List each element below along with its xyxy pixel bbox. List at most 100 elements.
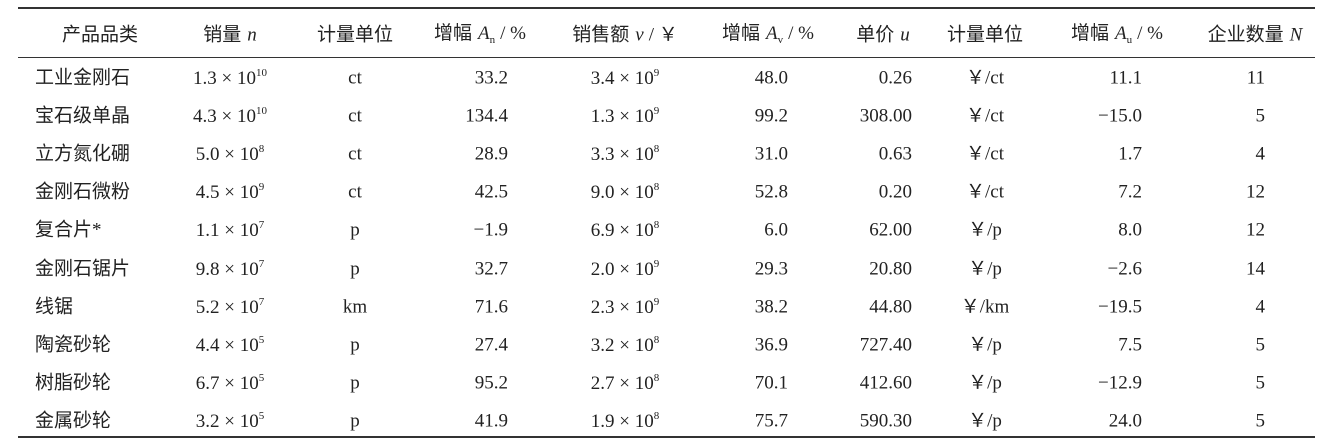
- header-cell: 单价 u: [856, 26, 910, 45]
- table-cell: 6.0: [764, 219, 788, 241]
- header-text: 增幅: [1071, 23, 1110, 44]
- mantissa: 6.9 × 10: [590, 220, 654, 242]
- mantissa: 4.3 × 10: [193, 106, 256, 128]
- mantissa: 5.0 × 10: [195, 144, 259, 166]
- sci-cell: 1.9 × 108: [590, 409, 660, 432]
- header-cell: 计量单位: [947, 26, 1023, 45]
- table-cell: 20.80: [869, 258, 912, 279]
- table-cell: 75.7: [754, 410, 788, 432]
- table-cell: 31.0: [754, 143, 788, 165]
- table-cell: ct: [348, 105, 362, 127]
- mantissa: 4.5 × 10: [195, 182, 259, 204]
- row-label: 金属砂轮: [35, 410, 112, 432]
- sci-cell: 6.9 × 108: [590, 219, 660, 242]
- header-unit: / %: [788, 23, 814, 44]
- table-cell: ￥/ct: [966, 105, 1004, 127]
- exponent: 9: [653, 67, 660, 79]
- table-cell: 62.00: [869, 219, 912, 241]
- mantissa: 2.0 × 10: [590, 258, 654, 280]
- table-cell: 42.5: [474, 181, 508, 203]
- header-text: 销售额: [572, 24, 630, 46]
- sci-cell: 9.8 × 107: [196, 257, 265, 279]
- mantissa: 3.2 × 10: [590, 334, 654, 356]
- table-cell: p: [350, 258, 360, 279]
- table-cell: 14: [1246, 258, 1265, 279]
- mantissa: 2.7 × 10: [590, 372, 654, 394]
- table-cell: ￥/ct: [966, 67, 1004, 89]
- header-text: 增幅: [722, 23, 761, 44]
- table-cell: ￥/ct: [966, 181, 1004, 203]
- header-text: 增幅: [434, 23, 473, 44]
- mantissa: 1.9 × 10: [590, 410, 654, 432]
- sci-cell: 4.5 × 109: [195, 182, 264, 204]
- table-cell: 5: [1255, 372, 1266, 394]
- sci-cell: 5.2 × 107: [195, 296, 264, 318]
- table-cell: ￥/p: [968, 334, 1002, 356]
- table-cell: 0.20: [878, 181, 912, 203]
- exponent: 8: [653, 219, 660, 232]
- row-label: 复合片*: [35, 219, 102, 241]
- table-cell: 28.9: [474, 143, 508, 165]
- table-cell: 24.0: [1108, 410, 1142, 432]
- row-label: 工业金刚石: [35, 67, 131, 89]
- row-label: 金刚石微粉: [35, 181, 131, 203]
- header-cell: 增幅 Au / %: [1071, 24, 1163, 46]
- table-cell: 52.8: [754, 181, 788, 203]
- exponent: 8: [653, 333, 660, 346]
- table-cell: p: [350, 372, 360, 394]
- mantissa: 5.2 × 10: [195, 296, 259, 318]
- mantissa: 6.7 × 10: [195, 372, 259, 394]
- table-cell: 41.9: [474, 410, 508, 432]
- table-cell: 5: [1255, 410, 1266, 432]
- table-cell: 12: [1246, 181, 1265, 203]
- table-cell: −1.9: [473, 219, 508, 241]
- sci-cell: 3.2 × 105: [196, 410, 264, 431]
- header-text: 单价: [856, 24, 895, 46]
- table-cell: 38.2: [754, 296, 788, 318]
- header-cell: 产品品类: [62, 26, 138, 45]
- exponent: 7: [258, 257, 265, 270]
- mantissa: 1.1 × 10: [195, 220, 259, 242]
- row-label: 陶瓷砂轮: [35, 334, 112, 356]
- header-variable: A: [478, 23, 490, 44]
- mantissa: 1.3 × 10: [590, 106, 654, 128]
- sci-cell: 5.0 × 108: [195, 144, 264, 166]
- header-subscript: n: [489, 34, 496, 46]
- header-variable: u: [900, 24, 910, 46]
- table-cell: 48.0: [754, 67, 788, 89]
- exponent: 5: [258, 371, 265, 384]
- header-variable: N: [1289, 24, 1303, 46]
- table-cell: ￥/p: [968, 410, 1002, 432]
- top-rule: [18, 7, 1315, 9]
- table-cell: 0.63: [878, 143, 912, 165]
- table-cell: p: [350, 334, 360, 356]
- header-variable: A: [766, 23, 778, 44]
- header-text: 销量: [203, 24, 242, 46]
- exponent: 8: [653, 371, 660, 384]
- exponent: 10: [255, 105, 267, 118]
- table-cell: km: [342, 296, 368, 318]
- table-cell: −12.9: [1098, 372, 1142, 394]
- mantissa: 3.4 × 10: [590, 68, 654, 89]
- exponent: 9: [653, 105, 660, 118]
- table-cell: p: [350, 410, 360, 432]
- table-cell: −2.6: [1107, 258, 1142, 279]
- table-cell: 4: [1255, 143, 1266, 165]
- header-unit: / %: [500, 23, 526, 44]
- table-cell: 727.40: [859, 334, 912, 356]
- row-label: 线锯: [35, 296, 74, 318]
- sci-cell: 2.3 × 109: [591, 296, 659, 317]
- header-subscript: v: [777, 34, 784, 46]
- table-cell: 11: [1246, 67, 1265, 89]
- header-cell: 销售额 v / ￥: [572, 26, 677, 45]
- exponent: 8: [653, 409, 660, 422]
- table-cell: 1.7: [1118, 143, 1142, 165]
- table-cell: 0.26: [878, 67, 912, 89]
- sci-cell: 6.7 × 105: [195, 371, 265, 394]
- row-label: 宝石级单晶: [35, 105, 131, 127]
- exponent: 8: [653, 181, 660, 194]
- mantissa: 9.0 × 10: [590, 182, 654, 204]
- table-cell: 99.2: [754, 105, 788, 127]
- row-label: 金刚石锯片: [35, 258, 131, 279]
